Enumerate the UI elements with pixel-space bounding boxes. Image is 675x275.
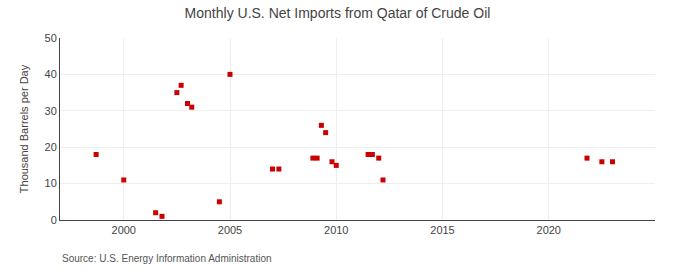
svg-text:20: 20 <box>45 141 57 153</box>
svg-text:Source: U.S. Energy Informatio: Source: U.S. Energy Information Administ… <box>62 253 272 264</box>
svg-text:2000: 2000 <box>112 224 136 236</box>
svg-text:30: 30 <box>45 105 57 117</box>
svg-text:0: 0 <box>51 214 57 226</box>
svg-text:2005: 2005 <box>218 224 242 236</box>
svg-text:2010: 2010 <box>324 224 348 236</box>
svg-text:50: 50 <box>45 32 57 44</box>
svg-text:Thousand Barrels per Day: Thousand Barrels per Day <box>18 64 30 193</box>
svg-text:2020: 2020 <box>537 224 561 236</box>
svg-text:Monthly U.S. Net Imports from: Monthly U.S. Net Imports from Qatar of C… <box>185 5 491 21</box>
svg-text:40: 40 <box>45 68 57 80</box>
svg-text:2015: 2015 <box>430 224 454 236</box>
svg-text:10: 10 <box>45 177 57 189</box>
